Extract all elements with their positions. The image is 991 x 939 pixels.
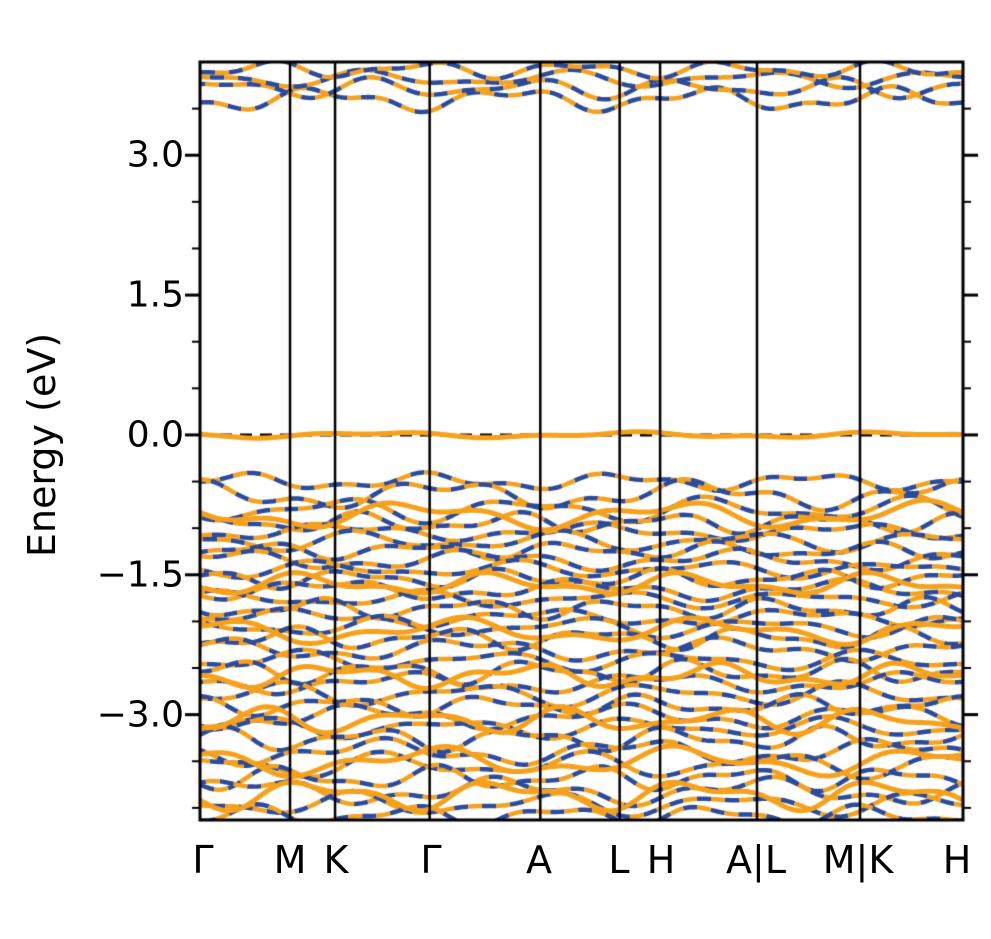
x-tick-label-h: H	[646, 838, 676, 882]
x-tick-label-gamma2: Γ	[420, 838, 442, 882]
x-tick-label-k: K	[323, 838, 349, 882]
y-tick-label: 0.0	[126, 414, 184, 456]
x-tick-label-m-k: M|K	[822, 838, 894, 882]
y-tick-label: 3.0	[126, 134, 184, 176]
y-tick-label: −3.0	[96, 694, 184, 736]
x-tick-label-m: M	[273, 838, 307, 882]
x-tick-label-a-l: A|L	[726, 838, 786, 882]
x-tick-label-gamma: Γ	[192, 838, 214, 882]
y-tick-label: −1.5	[96, 554, 184, 596]
y-tick-label: 1.5	[126, 274, 184, 316]
x-tick-label-h2: H	[942, 838, 972, 882]
x-tick-label-a: A	[526, 838, 552, 882]
x-tick-label-l: L	[608, 838, 630, 882]
